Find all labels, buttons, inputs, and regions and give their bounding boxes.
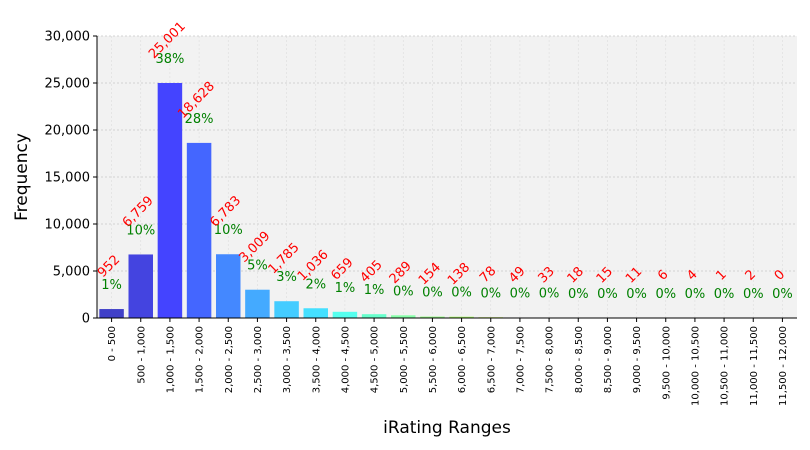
x-tick-label: 9,000 - 9,500 — [632, 326, 643, 393]
percent-label: 0% — [714, 287, 735, 302]
percent-label: 0% — [510, 287, 531, 302]
bar — [332, 311, 358, 318]
percent-label: 1% — [335, 281, 356, 296]
bar — [391, 315, 416, 318]
y-tick-label: 25,000 — [45, 77, 91, 92]
bar — [245, 289, 270, 318]
x-tick-label: 3,000 - 3,500 — [282, 326, 293, 393]
bar — [420, 316, 445, 318]
bar — [157, 82, 183, 318]
bar — [449, 316, 474, 318]
percent-label: 0% — [685, 287, 706, 302]
y-tick-label: 15,000 — [45, 171, 91, 186]
percent-label: 0% — [393, 284, 414, 299]
x-axis-title: iRating Ranges — [383, 418, 511, 438]
bar — [128, 254, 153, 318]
bars — [99, 82, 766, 318]
x-tick-label: 10,000 - 10,500 — [690, 326, 701, 406]
percent-label: 1% — [101, 278, 122, 293]
x-tick-label: 8,500 - 9,000 — [603, 326, 614, 393]
x-tick-label: 2,000 - 2,500 — [224, 326, 235, 393]
x-tick-label: 3,500 - 4,000 — [311, 326, 322, 393]
bar — [186, 142, 212, 318]
x-tick-label: 4,500 - 5,000 — [370, 326, 381, 393]
x-tick-label: 11,000 - 11,500 — [749, 326, 760, 406]
percent-label: 0% — [422, 286, 443, 301]
percent-label: 10% — [214, 223, 243, 238]
y-tick-label: 30,000 — [45, 30, 91, 45]
x-tick-label: 1,000 - 1,500 — [165, 326, 176, 393]
y-tick-label: 0 — [82, 312, 90, 327]
x-tick-label: 6,500 - 7,000 — [486, 326, 497, 393]
percent-label: 2% — [305, 277, 326, 292]
x-tick-label: 2,500 - 3,000 — [253, 326, 264, 393]
percent-label: 5% — [247, 259, 268, 274]
percent-label: 10% — [126, 223, 155, 238]
percent-label: 28% — [185, 112, 214, 127]
percent-label: 0% — [655, 287, 676, 302]
x-tick-label: 7,500 - 8,000 — [545, 326, 556, 393]
y-tick-label: 10,000 — [45, 218, 91, 233]
x-tick-label: 4,000 - 4,500 — [340, 326, 351, 393]
x-tick-label: 10,500 - 11,000 — [720, 326, 731, 406]
bar — [99, 309, 124, 318]
gridlines — [97, 35, 797, 319]
percent-label: 0% — [480, 286, 501, 301]
percent-label: 0% — [772, 287, 793, 302]
percent-label: 1% — [364, 283, 385, 298]
axes: 0 5,000 10,000 15,000 20,000 25,000 30,000 0 - … — [45, 30, 797, 406]
y-tick-label: 20,000 — [45, 124, 91, 139]
x-tick-label: 1,500 - 2,000 — [195, 326, 206, 393]
percent-label: 0% — [597, 287, 618, 302]
percent-label: 0% — [568, 287, 589, 302]
x-tick-label: 5,000 - 5,500 — [399, 326, 410, 393]
bar — [274, 301, 299, 318]
percent-label: 0% — [743, 287, 764, 302]
y-axis-title: Frequency — [12, 133, 32, 221]
bar — [361, 314, 387, 318]
bar — [303, 308, 328, 318]
percent-label: 0% — [451, 286, 472, 301]
percent-label: 38% — [155, 52, 184, 67]
x-tick-label: 7,000 - 7,500 — [515, 326, 526, 393]
percent-label: 3% — [276, 270, 297, 285]
percent-label: 0% — [539, 287, 560, 302]
x-tick-label: 11,500 - 12,000 — [778, 326, 789, 406]
percent-label: 0% — [626, 287, 647, 302]
x-tick-label: 0 - 500 — [107, 326, 118, 361]
bar — [216, 254, 241, 318]
x-tick-label: 500 - 1,000 — [136, 326, 147, 384]
y-tick-label: 5,000 — [53, 265, 90, 280]
x-tick-label: 9,500 - 10,000 — [661, 326, 672, 400]
x-tick-label: 6,000 - 6,500 — [457, 326, 468, 393]
x-tick-label: 8,000 - 8,500 — [574, 326, 585, 393]
x-tick-label: 5,500 - 6,000 — [428, 326, 439, 393]
data-labels: 1%95210%6,75938%25,00128%18,62810%6,7835… — [95, 19, 793, 302]
